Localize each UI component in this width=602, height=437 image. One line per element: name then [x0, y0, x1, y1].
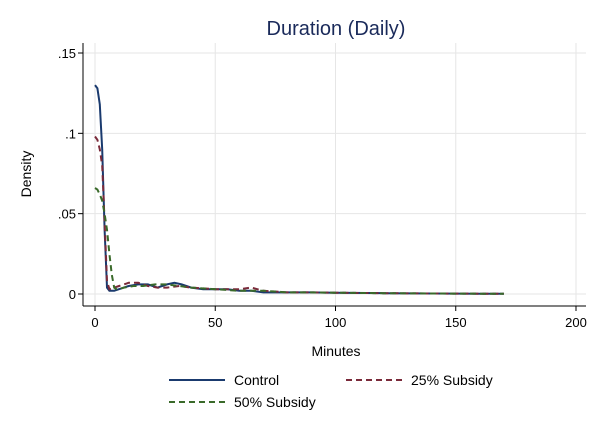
y-tick-label: .15: [58, 46, 76, 61]
x-tick-label: 100: [325, 315, 347, 330]
y-axis: 0 .05 .1 .15: [58, 43, 84, 306]
x-axis-label: Minutes: [311, 343, 360, 359]
x-axis: 0 50 100 150 200: [83, 305, 587, 330]
x-tick-label: 50: [208, 315, 222, 330]
legend-label: 25% Subsidy: [411, 372, 493, 388]
legend-label: Control: [234, 372, 279, 388]
x-tick-label: 200: [565, 315, 587, 330]
series-layer: [94, 84, 504, 295]
y-tick-label: .1: [65, 126, 76, 141]
series-line-25-subsidy: [94, 135, 504, 295]
legend-label: 50% Subsidy: [234, 394, 316, 410]
chart-title: Duration (Daily): [267, 18, 406, 40]
y-axis-label: Density: [18, 151, 34, 198]
y-tick-label: .05: [58, 207, 76, 222]
plot-area: [83, 43, 586, 306]
x-tick-label: 150: [445, 315, 467, 330]
series-line-50-subsidy: [94, 187, 504, 295]
x-tick-label: 0: [91, 315, 98, 330]
y-tick-label: 0: [69, 287, 76, 302]
legend: Control 25% Subsidy 50% Subsidy: [169, 372, 493, 410]
